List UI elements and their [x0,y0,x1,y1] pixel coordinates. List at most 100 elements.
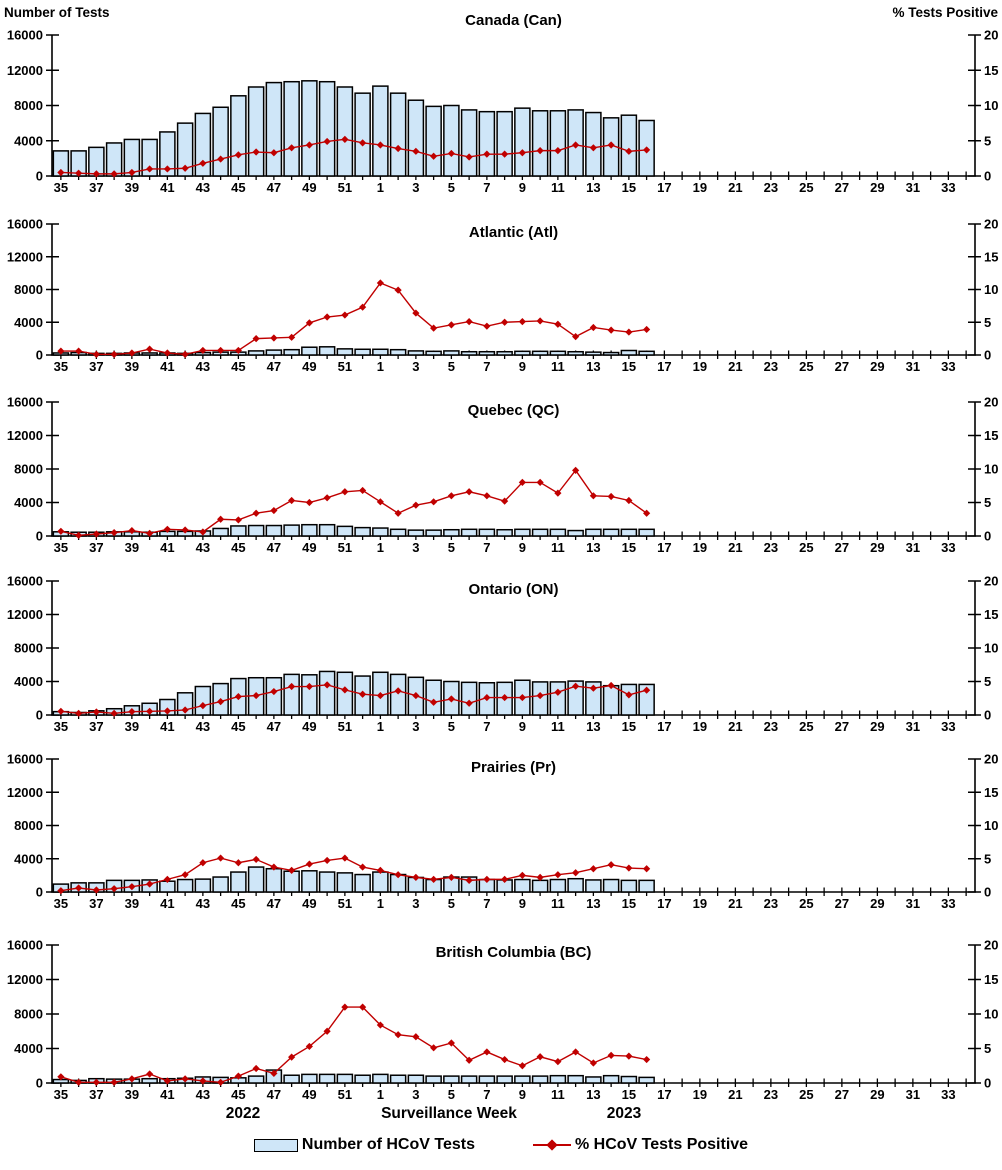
pct-positive-line [60,857,647,892]
pct-marker-week-7 [483,492,491,500]
bar-week-1 [372,527,389,537]
pct-marker-week-10 [536,478,544,486]
bar-week-41 [159,131,176,177]
bar-week-13 [585,1076,602,1084]
bar-week-8 [496,350,513,356]
pct-marker-week-44 [217,155,225,163]
x-tick-label: 41 [160,540,174,555]
pct-marker-week-3 [412,309,420,317]
pct-marker-week-3 [412,501,420,509]
y-right-tick-label: 20 [984,28,998,43]
pct-marker-week-52 [359,303,367,311]
bar-week-12 [567,350,584,356]
x-tick-label: 35 [54,540,68,555]
y-right-tick-label: 0 [984,885,991,900]
x-tick-label: 3 [412,359,419,374]
pct-marker-week-38 [110,350,118,358]
y-right-tick-label: 5 [984,1041,991,1056]
bar-week-47 [265,349,283,356]
x-tick-label: 13 [586,896,600,911]
pct-marker-week-14 [607,681,615,690]
y-right-tick-label: 20 [984,938,998,953]
bar-week-4 [425,529,442,537]
pct-marker-week-39 [128,527,136,535]
bar-week-47 [265,867,283,893]
bar-week-11 [549,681,567,716]
x-tick-label: 33 [941,1087,955,1102]
x-tick-label: 23 [764,180,778,195]
x-tick-label: 27 [835,1087,849,1102]
pct-marker-week-47 [270,687,278,696]
bar-week-49 [301,870,318,893]
x-tick-label: 37 [89,1087,103,1102]
pct-marker-week-15 [625,328,633,336]
y-left-tick-label: 4000 [14,674,43,689]
y-right-tick-label: 15 [984,972,998,987]
bar-week-52 [354,1074,371,1084]
y-left-tick-label: 0 [36,1076,43,1091]
pct-marker-week-8 [501,150,509,158]
y-left-tick-label: 0 [36,885,43,900]
pct-marker-week-13 [589,144,597,152]
panel-title-bc: British Columbia (BC) [435,944,592,961]
pct-marker-week-51 [341,135,349,143]
bar-week-7 [478,110,496,177]
pct-marker-week-50 [323,856,331,865]
pct-marker-week-35 [57,168,65,177]
x-tick-label: 45 [231,719,245,734]
x-tick-label: 25 [799,359,813,374]
y-right-tick-label: 10 [984,818,998,833]
pct-marker-week-11 [554,1058,562,1066]
x-tick-label: 31 [906,1087,920,1102]
pct-marker-week-38 [110,709,118,717]
y-left-tick-label: 8000 [14,462,43,477]
pct-marker-week-37 [92,350,100,358]
pct-marker-week-10 [536,873,544,881]
pct-marker-week-52 [359,139,367,147]
x-tick-label: 7 [483,359,490,374]
pct-marker-week-14 [607,141,615,149]
pct-marker-week-50 [323,681,331,689]
x-tick-label: 35 [54,359,68,374]
bar-week-1 [372,1073,389,1084]
pct-marker-week-51 [341,1003,349,1011]
x-tick-label: 13 [586,180,600,195]
bar-week-49 [301,674,318,716]
pct-marker-week-15 [625,691,633,699]
pct-marker-week-45 [234,859,242,867]
bar-week-15 [620,349,638,356]
pct-marker-week-16 [643,865,651,873]
pct-marker-week-16 [643,1055,651,1064]
pct-marker-week-42 [181,526,189,534]
x-tick-label: 1 [377,1087,384,1102]
x-tick-label: 31 [906,719,920,734]
x-tick-label: 11 [551,359,565,374]
bar-week-50 [318,670,336,716]
pct-marker-week-14 [607,861,615,869]
x-tick-label: 19 [693,896,707,911]
x-tick-label: 33 [941,359,955,374]
x-tick-label: 7 [483,1087,490,1102]
pct-marker-week-4 [430,698,438,706]
pct-marker-week-10 [536,147,544,155]
x-tick-label: 49 [302,180,316,195]
x-tick-label: 23 [764,896,778,911]
x-tick-label: 37 [89,180,103,195]
bar-week-40 [141,1077,158,1084]
pct-marker-week-42 [181,706,189,714]
bar-week-5 [443,1075,460,1084]
x-tick-label: 33 [941,540,955,555]
x-tick-label: 29 [870,1087,884,1102]
pct-marker-week-40 [146,707,154,715]
pct-marker-week-43 [199,859,207,867]
pct-marker-week-5 [447,1039,455,1047]
x-tick-label: 1 [377,359,384,374]
bar-week-40 [141,352,158,356]
pct-marker-week-7 [483,693,491,702]
y-right-tick-label: 15 [984,63,998,78]
pct-marker-week-13 [589,492,597,500]
bar-week-7 [478,528,496,537]
x-tick-label: 17 [657,180,671,195]
x-tick-label: 31 [906,896,920,911]
y-right-tick-label: 0 [984,348,991,363]
